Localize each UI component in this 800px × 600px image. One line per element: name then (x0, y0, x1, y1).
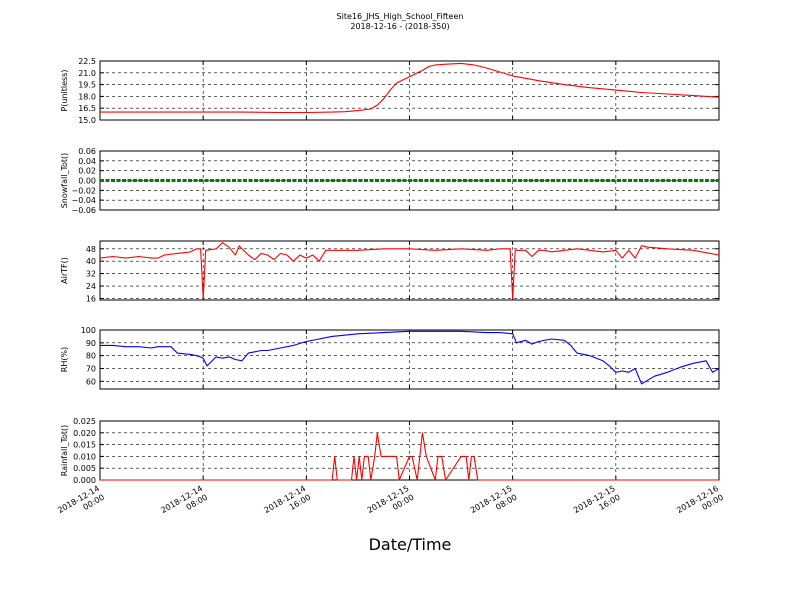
series-line (100, 330, 720, 385)
x-axis-label: Date/Time (369, 535, 452, 554)
panel-1: 15.0 16.5 18.0 19.5 21.0 22.5 P(unitless) (60, 57, 720, 125)
y-tick-label: 0.000 (73, 476, 96, 485)
x-tick-label: 2018-12-1416:00 (263, 484, 313, 524)
y-tick-label: −0.04 (71, 196, 96, 205)
y-tick-label: 0.005 (73, 464, 96, 473)
y-tick-label: 0.00 (78, 177, 96, 186)
y-tick-label: 80 (86, 352, 96, 361)
y-axis-label: P(unitless) (60, 69, 69, 111)
chart-title-line2: 2018-12-16 - (2018-350) (350, 22, 449, 31)
y-tick-label: 60 (86, 377, 96, 386)
y-tick-label: −0.02 (71, 186, 96, 195)
y-tick-label: 0.010 (73, 452, 96, 461)
y-tick-label: 18.0 (78, 92, 96, 101)
x-tick-label: 2018-12-1516:00 (572, 484, 622, 524)
y-tick-label: 100 (81, 326, 96, 335)
y-axis-label: AirTF() (60, 257, 69, 284)
series-line (100, 432, 719, 481)
y-tick-label: 0.04 (78, 157, 96, 166)
y-tick-label: 40 (86, 257, 96, 266)
y-tick-label: 32 (86, 270, 96, 279)
y-tick-label: 0.025 (73, 417, 96, 426)
panel-group: 15.0 16.5 18.0 19.5 21.0 22.5 P(unitless) −0.06… (56, 57, 725, 524)
panel-3: 16 24 32 40 48 AirTF() (60, 240, 720, 303)
y-tick-label: 15.0 (78, 116, 96, 125)
y-axis-label: Rainfall_Tot() (60, 425, 69, 477)
y-tick-label: 0.015 (73, 441, 96, 450)
y-axis-label: RH(%) (60, 347, 69, 372)
y-tick-label: 90 (86, 339, 96, 348)
panel-4: 60 70 80 90 100 RH(%) (60, 326, 720, 390)
x-tick-label: 2018-12-1600:00 (675, 484, 725, 524)
y-tick-label: −0.06 (71, 206, 96, 215)
y-tick-label: 21.0 (78, 69, 96, 78)
series-line (99, 242, 720, 299)
y-tick-label: 0.020 (73, 429, 96, 438)
y-tick-label: 0.02 (78, 167, 96, 176)
chart-title-line1: Site16_JHS_High_School_Fifteen (337, 12, 464, 21)
y-tick-label: 0.06 (78, 147, 96, 156)
y-tick-label: 22.5 (78, 57, 96, 66)
x-tick-label: 2018-12-1408:00 (159, 484, 209, 524)
y-tick-label: 16 (86, 294, 96, 303)
series-line (100, 62, 720, 114)
y-tick-label: 16.5 (78, 104, 96, 113)
y-tick-label: 24 (86, 282, 96, 291)
y-axis-label: Snowfall_Tot() (60, 153, 69, 209)
y-tick-label: 19.5 (78, 81, 96, 90)
panel-2: −0.06−0.04−0.020.000.020.040.06 Snowfall_… (60, 147, 720, 215)
y-tick-label: 70 (86, 364, 96, 373)
x-tick-label: 2018-12-1400:00 (56, 484, 106, 524)
panel-5: 0.000 0.005 0.010 0.015 0.020 0.025 Rainfall_T… (60, 417, 720, 485)
x-tick-label: 2018-12-1500:00 (366, 484, 416, 524)
x-tick-label: 2018-12-1508:00 (469, 484, 519, 524)
y-tick-label: 48 (86, 245, 96, 254)
